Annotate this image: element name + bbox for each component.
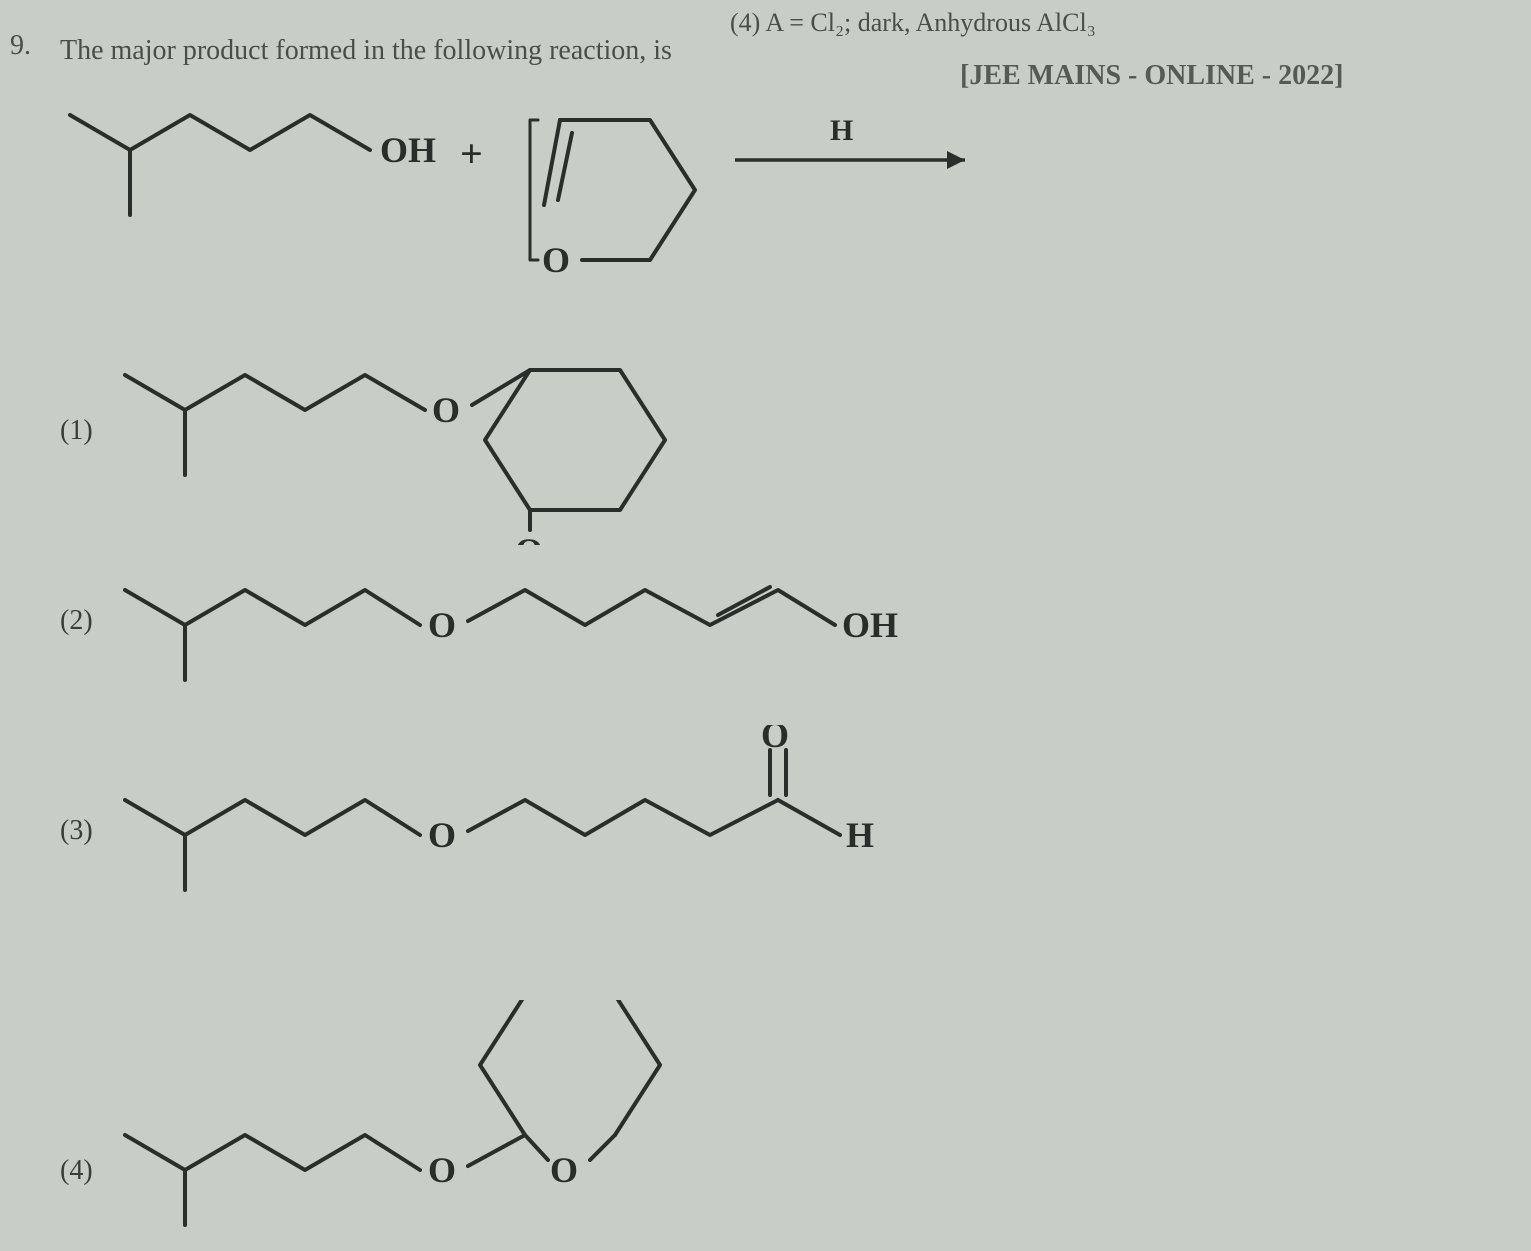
question-text: The major product formed in the followin…: [60, 35, 680, 67]
option-2-label: (2): [60, 605, 93, 637]
plus-sign: +: [460, 130, 483, 177]
option-1-label: (1): [60, 415, 93, 447]
opt1-O2: O: [515, 531, 543, 545]
source-tag: [JEE MAINS - ONLINE - 2022]: [960, 60, 1343, 92]
option-3-label: (3): [60, 815, 93, 847]
opt4-O1: O: [428, 1150, 456, 1190]
atom-O-dhp: O: [542, 240, 570, 280]
opt2-O: O: [428, 605, 456, 645]
opt4-O2: O: [550, 1150, 578, 1190]
opt1-O1: O: [432, 390, 460, 430]
option-3-structure: O O H: [110, 725, 940, 905]
question-number: 9.: [10, 30, 31, 62]
arrow-reagent: H: [830, 115, 853, 147]
reactant-alcohol: OH: [55, 80, 475, 230]
option-2-structure: O OH: [110, 555, 940, 685]
reactant-dhp: O: [500, 85, 720, 295]
reaction-arrow: H: [735, 115, 995, 195]
option-4-label: (4): [60, 1155, 93, 1187]
option-4-structure: O O: [110, 1000, 760, 1250]
opt3-H: H: [846, 815, 874, 855]
option-1-structure: O O: [110, 315, 730, 545]
opt3-O2: O: [761, 725, 789, 755]
opt3-O: O: [428, 815, 456, 855]
prev-answer-text: (4) A = Cl₂; dark, Anhydrous AlCl₃: [730, 8, 1096, 38]
atom-OH: OH: [380, 130, 436, 170]
opt2-OH: OH: [842, 605, 898, 645]
